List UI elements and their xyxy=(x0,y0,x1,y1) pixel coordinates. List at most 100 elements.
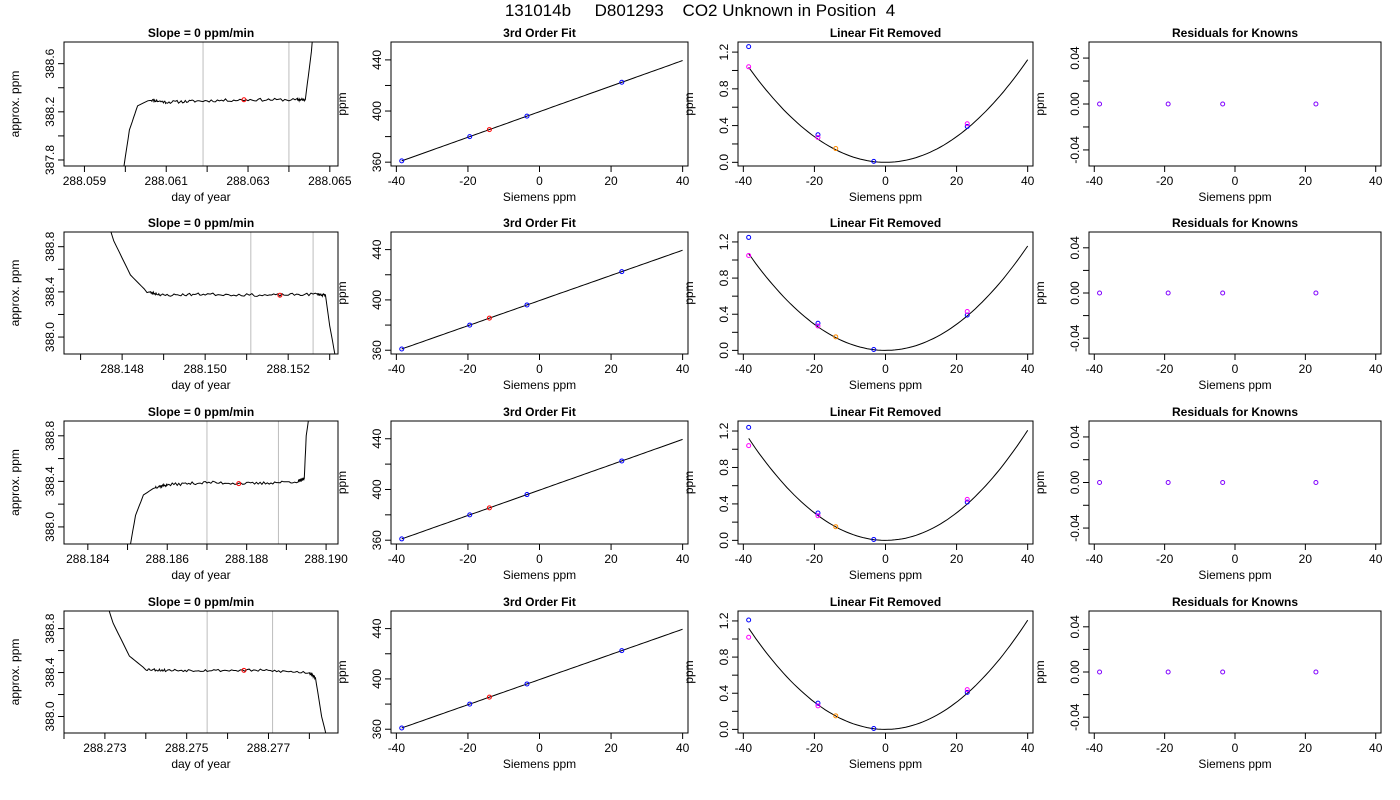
y-tick-label: 360 xyxy=(370,530,384,550)
x-tick-label: -20 xyxy=(459,362,477,376)
y-tick-label: 388.4 xyxy=(43,277,57,307)
panel-title: Slope = 0 ppm/min xyxy=(148,595,254,609)
y-axis-label: ppm xyxy=(1033,471,1047,494)
data-point xyxy=(746,443,752,449)
panel-r4-c4: Residuals for Knowns Siemens ppm ppm -40 -20… xyxy=(1033,595,1383,771)
x-tick-label: 40 xyxy=(1021,741,1035,755)
x-tick-label: 40 xyxy=(1369,741,1383,755)
x-axis-label: Siemens ppm xyxy=(1198,757,1271,771)
x-axis-label: Siemens ppm xyxy=(849,757,922,771)
x-tick-label: -20 xyxy=(459,174,477,188)
panel-r2-c4: Residuals for Knowns Siemens ppm ppm -40 -20… xyxy=(1033,216,1383,392)
panel-title: 3rd Order Fit xyxy=(503,405,576,419)
x-axis-label: day of year xyxy=(171,190,230,204)
x-tick-label: 288.186 xyxy=(146,552,190,566)
x-tick-label: -40 xyxy=(735,174,753,188)
y-tick-label: -0.04 xyxy=(1068,514,1082,542)
x-tick-label: 0 xyxy=(1232,174,1239,188)
y-axis-label: ppm xyxy=(1033,660,1047,683)
x-tick-label: 40 xyxy=(1021,362,1035,376)
data-point xyxy=(871,158,877,164)
y-tick-label: -0.04 xyxy=(1068,136,1082,164)
plot-frame xyxy=(390,41,689,167)
panel-title: 3rd Order Fit xyxy=(503,595,576,609)
data-point xyxy=(746,617,752,623)
data-point xyxy=(619,458,625,464)
data-point xyxy=(241,667,247,673)
x-tick-label: 20 xyxy=(950,552,964,566)
y-tick-label: 1.2 xyxy=(717,233,731,250)
data-point xyxy=(871,346,877,352)
data-point xyxy=(746,234,752,240)
y-axis-label: ppm xyxy=(335,92,349,115)
x-tick-label: 40 xyxy=(676,741,690,755)
data-point xyxy=(746,64,752,70)
x-tick-label: -20 xyxy=(806,174,824,188)
x-tick-label: 40 xyxy=(1021,174,1035,188)
x-tick-label: -40 xyxy=(735,552,753,566)
data-point xyxy=(1313,669,1319,675)
y-tick-label: 388.0 xyxy=(43,322,57,352)
y-tick-label: 0.4 xyxy=(717,306,731,323)
y-axis-label: ppm xyxy=(1033,281,1047,304)
y-tick-label: 388.4 xyxy=(43,657,57,687)
data-point xyxy=(1097,290,1103,296)
x-axis-label: Siemens ppm xyxy=(503,568,576,582)
x-tick-label: 0 xyxy=(882,362,889,376)
y-tick-label: 440 xyxy=(370,239,384,259)
y-tick-label: 0.00 xyxy=(1068,92,1082,116)
x-tick-label: 40 xyxy=(676,552,690,566)
y-axis-label: approx. ppm xyxy=(8,260,22,327)
figure-title: 131014b D801293 CO2 Unknown in Position … xyxy=(504,1,896,20)
x-tick-label: 0 xyxy=(1232,741,1239,755)
y-tick-label: 360 xyxy=(370,340,384,360)
data-point xyxy=(1313,290,1319,296)
data-point xyxy=(399,725,405,731)
x-tick-label: 40 xyxy=(1369,552,1383,566)
data-point xyxy=(1097,669,1103,675)
x-tick-label: -20 xyxy=(459,552,477,566)
data-point xyxy=(524,113,530,119)
x-tick-label: 20 xyxy=(1299,741,1313,755)
x-tick-label: -20 xyxy=(1156,362,1174,376)
data-series-line xyxy=(123,42,313,166)
plot-frame xyxy=(63,41,339,167)
y-tick-label: 400 xyxy=(370,101,384,121)
x-axis-label: Siemens ppm xyxy=(503,378,576,392)
y-tick-label: 0.4 xyxy=(717,685,731,702)
panel-title: Residuals for Knowns xyxy=(1172,216,1298,230)
data-point xyxy=(1220,290,1226,296)
data-point xyxy=(1313,101,1319,107)
data-point xyxy=(746,252,752,258)
x-tick-label: 20 xyxy=(604,174,618,188)
y-axis-label: ppm xyxy=(682,92,696,115)
y-tick-label: 0.8 xyxy=(717,269,731,286)
x-tick-label: -40 xyxy=(1086,362,1104,376)
panel-r1-c1: Slope = 0 ppm/min day of year approx. ppm 2… xyxy=(8,26,352,204)
y-tick-label: 1.2 xyxy=(717,612,731,629)
x-tick-label: -20 xyxy=(1156,552,1174,566)
y-tick-label: 0.0 xyxy=(717,721,731,738)
data-point xyxy=(746,634,752,640)
x-tick-label: 20 xyxy=(604,552,618,566)
x-axis-label: Siemens ppm xyxy=(1198,568,1271,582)
y-tick-label: 388.8 xyxy=(43,613,57,643)
x-tick-label: -20 xyxy=(806,552,824,566)
data-point xyxy=(871,536,877,542)
y-tick-label: 360 xyxy=(370,152,384,172)
data-point xyxy=(524,492,530,498)
y-tick-label: 400 xyxy=(370,669,384,689)
x-tick-label: 0 xyxy=(1232,362,1239,376)
data-point xyxy=(964,496,970,502)
panel-title: Slope = 0 ppm/min xyxy=(148,26,254,40)
data-point xyxy=(746,44,752,50)
x-tick-label: 40 xyxy=(676,174,690,188)
x-tick-label: 20 xyxy=(1299,174,1313,188)
x-tick-label: -40 xyxy=(1086,741,1104,755)
plot-frame xyxy=(737,420,1034,545)
x-tick-label: 288.277 xyxy=(247,741,291,755)
x-tick-label: 288.273 xyxy=(83,741,127,755)
data-point xyxy=(1097,101,1103,107)
y-tick-label: 0.8 xyxy=(717,459,731,476)
data-point xyxy=(1165,669,1171,675)
